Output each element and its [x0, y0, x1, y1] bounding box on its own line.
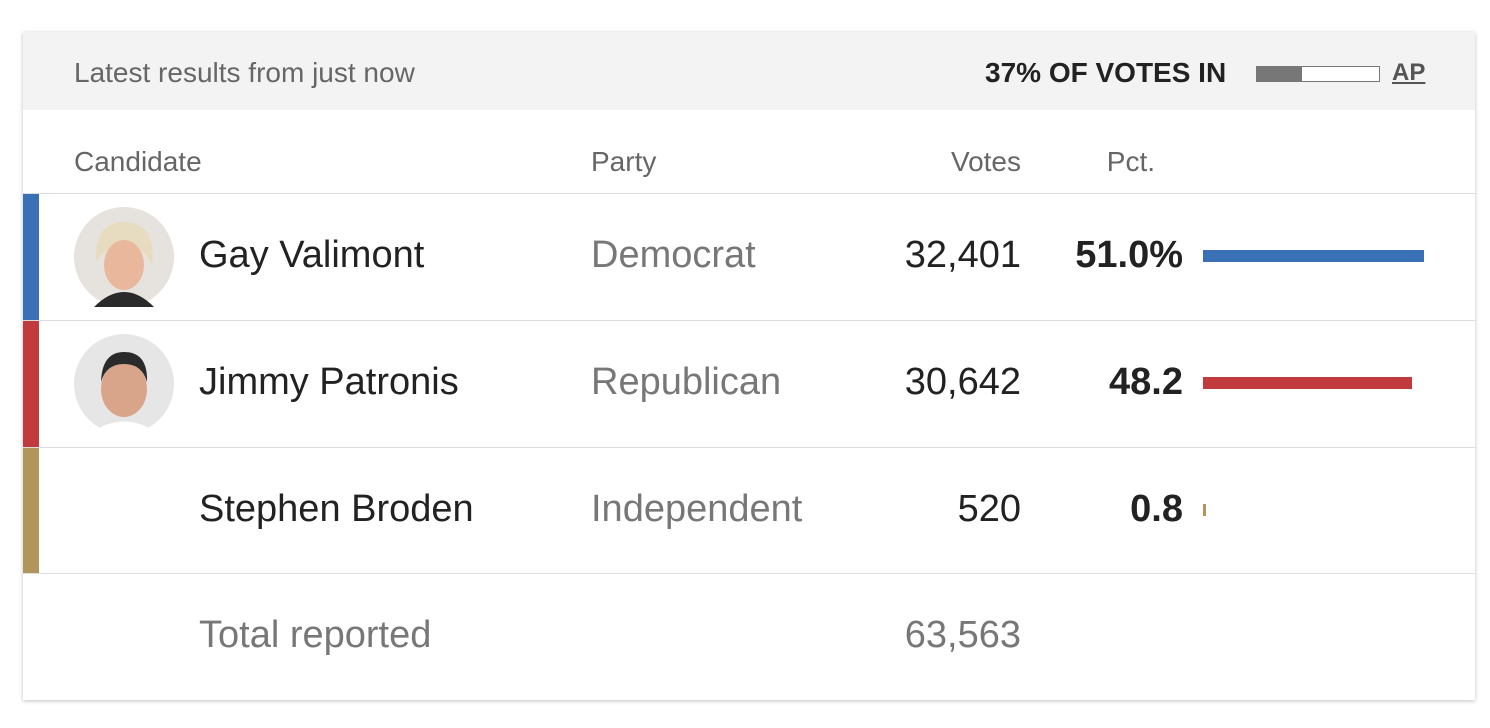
party-name: Democrat	[591, 234, 756, 276]
vote-percent: 51.0%	[1075, 234, 1183, 276]
candidate-row: Jimmy Patronis Republican 30,642 48.2	[23, 320, 1475, 447]
source-link[interactable]: AP	[1392, 59, 1426, 86]
progress-bar	[1256, 66, 1380, 82]
column-header: Votes	[950, 146, 1021, 177]
card-header: Latest results from just now 37% OF VOTE…	[23, 32, 1475, 110]
vote-percent: 0.8	[1130, 488, 1183, 530]
results-card: Latest results from just now 37% OF VOTE…	[23, 32, 1475, 700]
progress-fill	[1257, 67, 1303, 81]
avatar	[74, 207, 174, 307]
percent-bar	[1203, 377, 1412, 389]
total-row: Total reported 63,563	[23, 573, 1475, 700]
party-stripe	[23, 321, 39, 447]
percent-bar	[1203, 504, 1207, 516]
candidate-name: Stephen Broden	[199, 488, 474, 530]
vote-percent: 48.2	[1109, 361, 1183, 403]
reporting-text: 37% OF VOTES IN	[985, 57, 1227, 88]
party-stripe	[23, 194, 39, 320]
total-label: Total reported	[199, 614, 432, 656]
candidate-name: Jimmy Patronis	[199, 361, 459, 403]
total-votes: 63,563	[904, 614, 1021, 656]
party-name: Independent	[591, 488, 803, 530]
vote-count: 30,642	[904, 361, 1021, 403]
column-header: Candidate	[74, 146, 202, 177]
percent-bar	[1203, 250, 1424, 262]
candidate-row: Gay Valimont Democrat 32,401 51.0%	[23, 193, 1475, 320]
vote-count: 520	[957, 488, 1021, 530]
column-header: Party	[591, 146, 657, 177]
party-name: Republican	[591, 361, 782, 403]
updated-text: Latest results from just now	[74, 57, 415, 88]
avatar	[74, 334, 174, 434]
vote-count: 32,401	[904, 234, 1021, 276]
party-stripe	[23, 448, 39, 574]
candidate-row: Stephen Broden Independent 520 0.8	[23, 447, 1475, 574]
column-header: Pct.	[1106, 146, 1155, 177]
candidate-name: Gay Valimont	[199, 234, 425, 276]
